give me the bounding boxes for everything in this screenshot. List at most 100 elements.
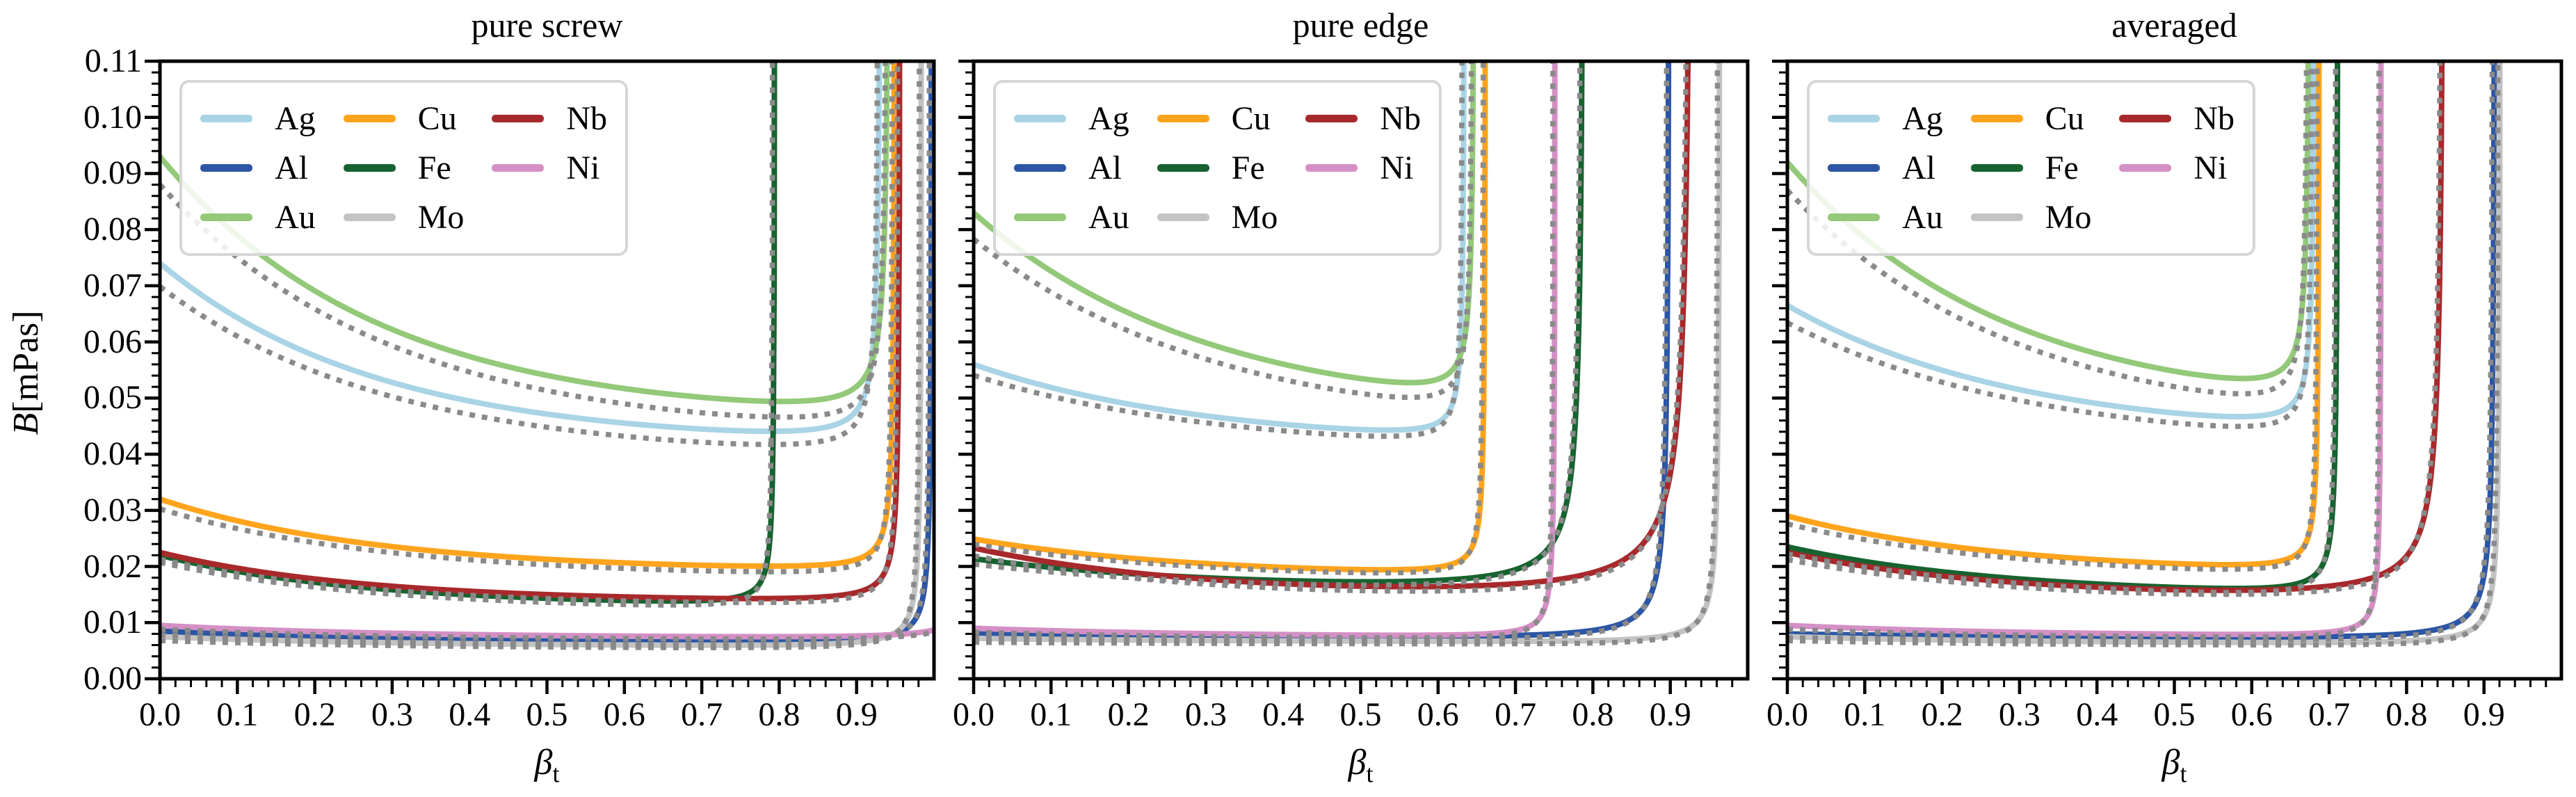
curve-Nb bbox=[160, 61, 903, 602]
legend-column: Ag Al Au bbox=[1014, 94, 1129, 242]
legend-label: Fe bbox=[2045, 150, 2079, 186]
legend-swatch-Al bbox=[1828, 164, 1880, 172]
legend-swatch-Nb bbox=[492, 115, 545, 122]
x-tick-label: 0.0 bbox=[953, 696, 995, 733]
fit-curve-Ni bbox=[974, 61, 1556, 641]
fit-curve-Mo bbox=[1787, 61, 2501, 648]
legend-swatch-Ni bbox=[1305, 164, 1358, 172]
x-tick-label: 0.0 bbox=[1766, 696, 1808, 733]
curve-Ni bbox=[1787, 61, 2384, 638]
y-tick-label: 0.00 bbox=[83, 660, 142, 697]
y-tick-label: 0.11 bbox=[84, 42, 142, 79]
legend-swatch-Fe bbox=[1970, 164, 2023, 172]
legend-item-Cu: Cu bbox=[1970, 94, 2092, 143]
x-tick-label: 0.6 bbox=[603, 696, 645, 733]
legend-swatch-Mo bbox=[1970, 214, 2023, 221]
x-tick-label: 0.3 bbox=[1998, 696, 2040, 733]
fit-curve-Cu bbox=[974, 61, 1486, 576]
x-tick-label: 0.1 bbox=[1030, 696, 1072, 733]
fit-curve-Nb bbox=[160, 61, 901, 606]
fit-curve-Ag bbox=[160, 61, 880, 447]
legend-column: Cu Fe Mo bbox=[1970, 94, 2092, 242]
plot-area-border bbox=[158, 59, 936, 681]
curve-Mo bbox=[974, 61, 1723, 645]
x-tick-label: 0.7 bbox=[681, 696, 723, 733]
legend-swatch-Al bbox=[200, 164, 252, 172]
y-tick-label: 0.01 bbox=[83, 604, 142, 641]
fit-curve-Nb bbox=[1787, 61, 2443, 597]
legend-label: Al bbox=[1902, 150, 1935, 186]
legend-label: Ni bbox=[2193, 150, 2228, 186]
y-tick-label: 0.06 bbox=[83, 323, 142, 360]
legend-item-Fe: Fe bbox=[1157, 143, 1278, 193]
legend-label: Mo bbox=[1231, 199, 1278, 236]
legend-label: Cu bbox=[1231, 100, 1271, 137]
x-tick-label: 0.2 bbox=[293, 696, 336, 733]
plot-area-border bbox=[1785, 59, 2563, 681]
x-tick-label: 0.5 bbox=[1339, 696, 1382, 733]
fit-curve-Al bbox=[1787, 61, 2495, 643]
legend-item-Ag: Ag bbox=[200, 94, 316, 143]
x-tick-label: 0.2 bbox=[1921, 696, 1963, 733]
legend-swatch-Mo bbox=[1157, 214, 1209, 221]
x-tick-label: 0.9 bbox=[2463, 696, 2505, 733]
legend-item-Cu: Cu bbox=[1157, 94, 1278, 143]
curve-Cu bbox=[160, 61, 897, 570]
legend-swatch-Cu bbox=[1157, 115, 1209, 122]
legend-item-Au: Au bbox=[1014, 193, 1129, 242]
curve-Ni bbox=[974, 61, 1558, 638]
legend-label: Al bbox=[275, 150, 308, 186]
y-tick-label: 0.02 bbox=[83, 547, 142, 585]
x-tick-label: 0.4 bbox=[449, 696, 491, 733]
legend-label: Au bbox=[1902, 199, 1943, 236]
legend-item-Fe: Fe bbox=[1970, 143, 2092, 193]
y-tick-label: 0.04 bbox=[83, 435, 142, 473]
y-axis-label-symbol: B bbox=[6, 412, 46, 435]
legend-label: Mo bbox=[2045, 199, 2092, 236]
legend-swatch-Nb bbox=[2119, 115, 2172, 122]
x-tick-label: 0.5 bbox=[2153, 696, 2196, 733]
legend-item-Mo: Mo bbox=[1970, 193, 2092, 242]
x-tick-label: 0.4 bbox=[2076, 696, 2118, 733]
x-tick-label: 0.3 bbox=[371, 696, 413, 733]
x-tick-label: 0.1 bbox=[1844, 696, 1886, 733]
x-tick-label: 0.6 bbox=[2230, 696, 2273, 733]
x-tick-label: 0.5 bbox=[526, 696, 568, 733]
legend-item-Al: Al bbox=[1828, 143, 1943, 193]
legend-label: Nb bbox=[566, 100, 608, 137]
curve-Au bbox=[974, 61, 1476, 386]
legend-item-Ag: Ag bbox=[1828, 94, 1943, 143]
panel-title: pure screw bbox=[471, 6, 623, 45]
curve-Cu bbox=[1787, 61, 2322, 567]
x-tick-label: 0.7 bbox=[2308, 696, 2351, 733]
y-axis-label-units: [mPas] bbox=[6, 310, 46, 413]
panel-title: pure edge bbox=[1292, 6, 1429, 45]
legend-label: Ni bbox=[566, 150, 600, 186]
legend-swatch-Cu bbox=[1970, 115, 2023, 122]
y-tick-label: 0.08 bbox=[83, 211, 142, 248]
curve-Ag bbox=[160, 61, 883, 435]
y-tick-label: 0.09 bbox=[83, 154, 142, 192]
curve-Nb bbox=[974, 61, 1691, 590]
x-axis-label: βt bbox=[478, 739, 617, 787]
legend-column: Nb Ni bbox=[492, 94, 607, 242]
y-tick-label: 0.07 bbox=[83, 266, 142, 304]
legend-item-Ni: Ni bbox=[1305, 143, 1421, 193]
legend-item-Nb: Nb bbox=[2119, 94, 2235, 143]
legend-item-Au: Au bbox=[200, 193, 316, 242]
y-tick-label: 0.03 bbox=[83, 491, 142, 529]
curves bbox=[1787, 61, 2503, 648]
y-axis-label: B[mPas] bbox=[5, 268, 48, 477]
legend-item-Al: Al bbox=[200, 143, 316, 193]
legend-label: Nb bbox=[2193, 100, 2235, 137]
curve-Mo bbox=[1787, 61, 2503, 645]
legend-swatch-Au bbox=[200, 214, 252, 221]
legend-item-Ag: Ag bbox=[1014, 94, 1129, 143]
x-axis-label-symbol: β bbox=[1348, 743, 1367, 782]
legend-label: Fe bbox=[1231, 150, 1265, 186]
legend-swatch-Mo bbox=[343, 214, 396, 221]
legend-column: Ag Al Au bbox=[200, 94, 316, 242]
x-tick-label: 0.3 bbox=[1184, 696, 1227, 733]
legend-swatch-Fe bbox=[343, 164, 396, 172]
